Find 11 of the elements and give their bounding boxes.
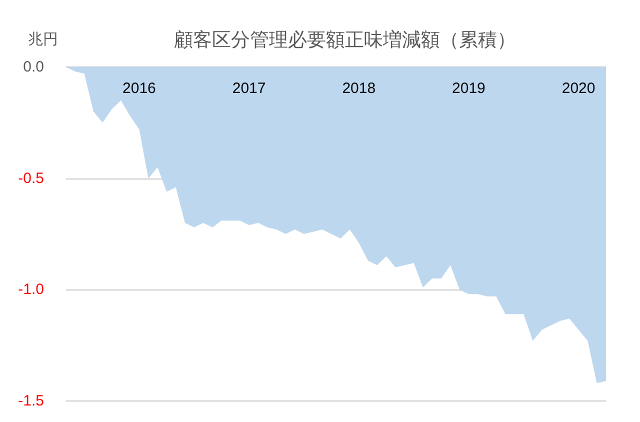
y-axis-title: 兆円 [28, 31, 58, 48]
x-tick-label: 2017 [232, 80, 266, 97]
x-tick-label: 2018 [342, 80, 376, 97]
y-tick-label: 0.0 [23, 58, 44, 76]
y-tick-label: -1.5 [18, 392, 44, 410]
x-tick-label: 2020 [562, 80, 596, 97]
y-tick-label: -0.5 [18, 170, 44, 187]
y-tick-label: -1.0 [18, 281, 44, 298]
x-tick-label: 2019 [452, 80, 486, 97]
chart-title: 顧客区分管理必要額正味増減額（累積） [174, 29, 516, 51]
x-tick-label: 2016 [122, 80, 156, 97]
